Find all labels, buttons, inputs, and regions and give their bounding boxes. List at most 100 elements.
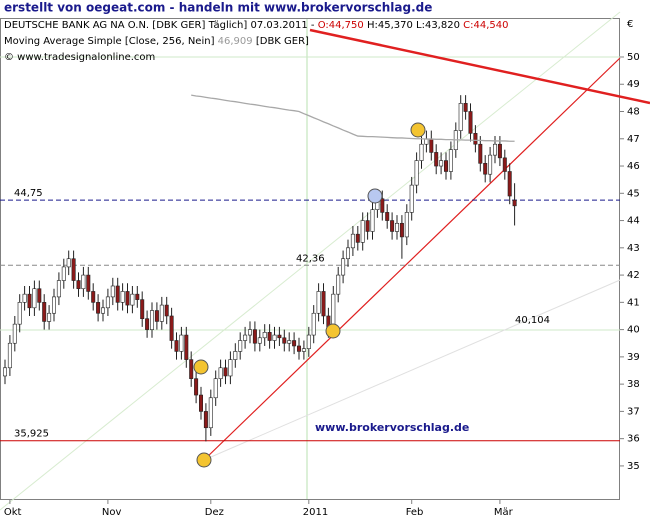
candle-body xyxy=(282,337,287,344)
candle-body xyxy=(56,280,61,298)
candle-body xyxy=(419,143,424,161)
candle-body xyxy=(492,143,497,156)
level-label: 44,75 xyxy=(14,188,43,199)
header-ma: Moving Average Simple [Close, 256, Nein]… xyxy=(4,36,309,47)
candle-body xyxy=(145,318,150,330)
candle-body xyxy=(213,378,218,399)
marker-circle xyxy=(410,122,426,138)
plot: 44,75 42,36 35,925 40,104 xyxy=(0,11,650,511)
candle-body xyxy=(439,160,444,167)
header: DEUTSCHE BANK AG NA O.N. [DBK GER] Tägli… xyxy=(4,20,508,63)
candle-body xyxy=(458,103,463,131)
candle-body xyxy=(443,160,448,172)
candle-body xyxy=(272,334,277,341)
candle-body xyxy=(179,334,184,352)
y-tick-label: 42 xyxy=(627,270,640,281)
candle-body xyxy=(311,312,316,336)
candle-body xyxy=(316,291,321,314)
candle-body xyxy=(473,133,478,145)
candle-body xyxy=(154,310,159,322)
candle-body xyxy=(350,233,355,249)
candle-body xyxy=(189,359,194,379)
fan-line xyxy=(0,11,621,511)
candle-body xyxy=(277,334,282,339)
candle-body xyxy=(448,149,453,172)
candle-body xyxy=(301,348,306,352)
y-tick-label: 44 xyxy=(627,216,640,227)
header-instrument: DEUTSCHE BANK AG NA O.N. [DBK GER] Tägli… xyxy=(4,20,508,31)
candle-body xyxy=(257,337,262,344)
candle-body xyxy=(105,296,110,309)
candle-body xyxy=(429,138,434,153)
x-tick-label: Mär xyxy=(494,507,514,518)
level-label: 35,925 xyxy=(14,429,49,440)
candle-body xyxy=(223,367,228,377)
candle-body xyxy=(66,258,71,268)
candle-body xyxy=(51,296,56,314)
open-text: O:44,750 xyxy=(318,20,364,31)
candle-body xyxy=(394,222,399,232)
candle-body xyxy=(404,212,409,238)
candle-body xyxy=(399,222,404,238)
y-tick-label: 37 xyxy=(627,406,640,417)
y-tick-label: 43 xyxy=(627,243,640,254)
candle-body xyxy=(91,291,96,303)
candle-body xyxy=(262,332,267,339)
candle-body xyxy=(306,334,311,349)
plot-frame xyxy=(0,18,620,500)
marker-circle xyxy=(196,452,212,468)
candle-body xyxy=(478,143,483,164)
candle-body xyxy=(125,291,130,306)
candle-body xyxy=(150,310,155,330)
level-label: 42,36 xyxy=(296,253,325,264)
y-tick-label: 35 xyxy=(627,461,640,472)
candle-body xyxy=(47,312,52,322)
candle-body xyxy=(120,291,125,303)
marker-circle xyxy=(325,323,341,339)
candle-body xyxy=(199,394,204,412)
candle-body xyxy=(380,198,385,213)
candle-body xyxy=(32,288,37,309)
x-tick-label: 2011 xyxy=(303,507,328,518)
candle-body xyxy=(483,163,488,175)
candle-body xyxy=(321,291,326,317)
candle-body xyxy=(22,293,27,303)
x-tick-label: Dez xyxy=(205,507,224,518)
candle-body xyxy=(341,258,346,276)
y-tick-label: 39 xyxy=(627,352,640,363)
source: © www.tradesignalonline.com xyxy=(4,52,155,63)
candle-body xyxy=(71,258,76,281)
candle-body xyxy=(218,367,223,379)
candle-body xyxy=(96,302,101,314)
candle-body xyxy=(169,315,174,341)
candle-body xyxy=(296,345,301,352)
high-low-text: H:45,370 L:43,820 xyxy=(367,20,460,31)
level-label: 40,104 xyxy=(515,315,550,326)
y-tick-label: 40 xyxy=(627,325,640,336)
y-tick-label: 49 xyxy=(627,79,640,90)
ma-name: Moving Average Simple [Close, 256, Nein] xyxy=(4,36,215,47)
candle-body xyxy=(360,220,365,243)
y-tick-label: 36 xyxy=(627,434,640,445)
x-tick-label: Okt xyxy=(4,507,22,518)
ma-symbol: [DBK GER] xyxy=(256,36,309,47)
marker-circle xyxy=(367,188,383,204)
candle-body xyxy=(81,274,86,290)
candle-body xyxy=(130,293,135,306)
candle-body xyxy=(115,285,120,303)
fan-line xyxy=(203,279,621,461)
candle-body xyxy=(2,367,8,377)
instrument: DEUTSCHE BANK AG NA O.N. [DBK GER] Tägli… xyxy=(4,20,315,31)
candle-body xyxy=(76,280,81,290)
y-tick-label: 46 xyxy=(627,161,640,172)
candle-body xyxy=(345,247,350,260)
candle-body xyxy=(174,340,179,352)
candle-body xyxy=(42,302,47,322)
support-trendline xyxy=(203,57,621,461)
close-text: C:44,540 xyxy=(463,20,508,31)
candle-body xyxy=(17,302,22,325)
y-tick-label: 50 xyxy=(627,52,640,63)
candle-body xyxy=(203,411,208,429)
candle-body xyxy=(61,266,66,281)
marker-circle xyxy=(193,359,209,375)
